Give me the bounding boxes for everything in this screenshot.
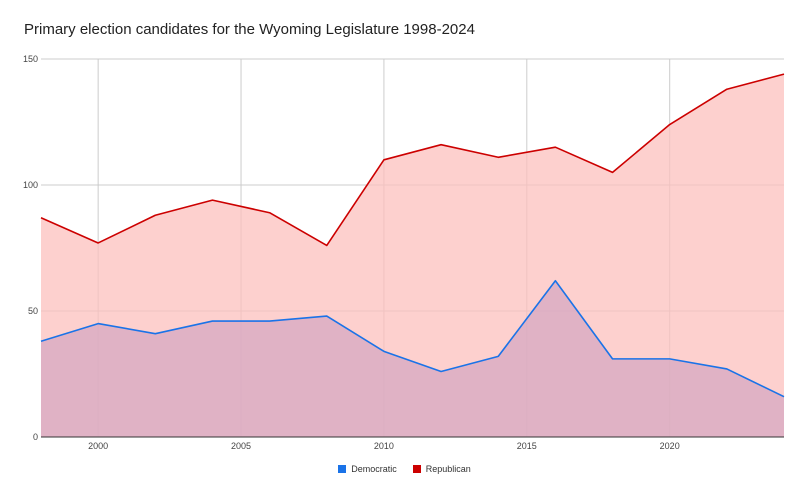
point-republican-2018[interactable] [610, 169, 616, 175]
point-democratic-2022[interactable] [724, 366, 730, 372]
point-republican-2004[interactable] [209, 197, 215, 203]
point-democratic-2018[interactable] [610, 356, 616, 362]
point-democratic-2010[interactable] [381, 348, 387, 354]
point-republican-2006[interactable] [267, 210, 273, 216]
legend-item-republican[interactable]: Republican [412, 464, 471, 474]
point-democratic-2006[interactable] [267, 318, 273, 324]
point-republican-2022[interactable] [724, 86, 730, 92]
point-democratic-2020[interactable] [667, 356, 673, 362]
point-democratic-2024[interactable] [781, 394, 787, 400]
series-lines [38, 71, 787, 400]
series-areas [41, 74, 784, 438]
point-democratic-2016[interactable] [552, 278, 558, 284]
point-democratic-2014[interactable] [495, 353, 501, 359]
point-democratic-2012[interactable] [438, 368, 444, 374]
point-republican-2010[interactable] [381, 157, 387, 163]
axes: 0 50 100 150 2000 2005 2010 2015 2020 [23, 54, 784, 451]
point-republican-2020[interactable] [667, 122, 673, 128]
legend-label-democratic: Democratic [351, 464, 397, 474]
point-republican-2008[interactable] [324, 242, 330, 248]
point-democratic-2008[interactable] [324, 313, 330, 319]
x-tick-label-2020: 2020 [660, 441, 680, 451]
point-republican-2012[interactable] [438, 142, 444, 148]
x-tick-label-2000: 2000 [88, 441, 108, 451]
line-democratic [40, 279, 785, 398]
y-tick-label-100: 100 [23, 180, 38, 190]
x-tick-label-2005: 2005 [231, 441, 251, 451]
x-tick-label-2010: 2010 [374, 441, 394, 451]
legend-item-democratic[interactable]: Democratic [338, 464, 397, 474]
legend-swatch-republican [412, 465, 421, 473]
point-republican-2016[interactable] [552, 144, 558, 150]
point-democratic-1998[interactable] [38, 338, 44, 344]
y-tick-label-0: 0 [33, 432, 38, 442]
point-democratic-2002[interactable] [152, 331, 158, 337]
chart-title: Primary election candidates for the Wyom… [24, 21, 475, 38]
point-republican-2002[interactable] [152, 212, 158, 218]
point-republican-2024[interactable] [781, 71, 787, 77]
legend: Democratic Republican [0, 464, 809, 474]
y-tick-label-50: 50 [28, 306, 38, 316]
line-republican [40, 73, 785, 247]
y-tick-label-150: 150 [23, 54, 38, 64]
point-democratic-2004[interactable] [209, 318, 215, 324]
area-democratic [41, 280, 784, 437]
point-republican-2014[interactable] [495, 154, 501, 160]
x-tick-label-2015: 2015 [517, 441, 537, 451]
legend-swatch-democratic [338, 465, 347, 473]
point-republican-2000[interactable] [95, 240, 101, 246]
point-republican-1998[interactable] [38, 215, 44, 221]
point-democratic-2000[interactable] [95, 321, 101, 327]
legend-label-republican: Republican [425, 464, 471, 474]
